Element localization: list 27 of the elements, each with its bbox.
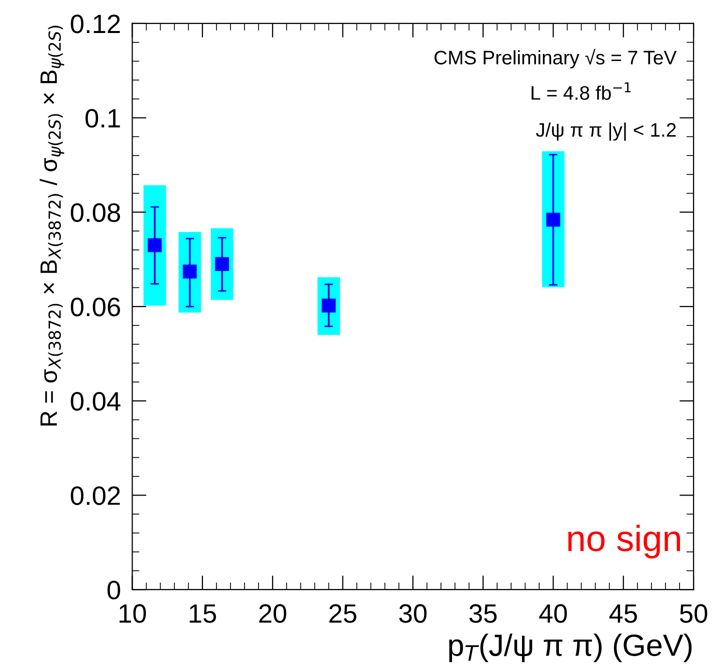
x-tick-label: 45 xyxy=(609,604,637,623)
y-tick-label: 0.1 xyxy=(86,108,120,128)
x-tick-label: 10 xyxy=(120,604,146,623)
y-tick-label: 0.02 xyxy=(70,486,120,506)
x-tick-label: 35 xyxy=(469,604,497,623)
x-tick-label: 20 xyxy=(259,604,286,623)
annotation: J/ψ π π |y| < 1.2 xyxy=(536,122,676,141)
x-tick-label: 15 xyxy=(190,604,216,623)
point xyxy=(148,238,162,252)
point xyxy=(215,257,230,272)
point xyxy=(182,264,197,279)
y-tick-label: 0.12 xyxy=(70,14,120,34)
y-tick-label: 0.06 xyxy=(70,298,120,316)
y-tick-label: 0 xyxy=(108,580,120,600)
bar xyxy=(144,185,166,306)
annotation: L = 4.8 fb$^{−1}$ xyxy=(532,82,631,100)
x-tick-label: 30 xyxy=(399,604,427,623)
annotation: no sign xyxy=(568,524,680,558)
x-tick-label: 40 xyxy=(539,604,567,623)
x-tick-label: 25 xyxy=(329,604,356,623)
y-tick-label: 0.08 xyxy=(70,203,120,222)
x-axis-title: p$_{T}$(J/ψ π π) (GeV) xyxy=(449,634,692,662)
point xyxy=(546,212,560,227)
annotation: CMS Preliminary √s = 7 TeV xyxy=(434,48,677,68)
y-tick-label: 0.04 xyxy=(70,392,120,411)
y-axis-title: R = σ$_{X(3872)}$ × B$_{X(3872)}$ / σ$_{ψ(2S)}$ × B$_{ψ(2S)}$ xyxy=(40,26,64,426)
x-tick-label: 50 xyxy=(680,604,708,623)
